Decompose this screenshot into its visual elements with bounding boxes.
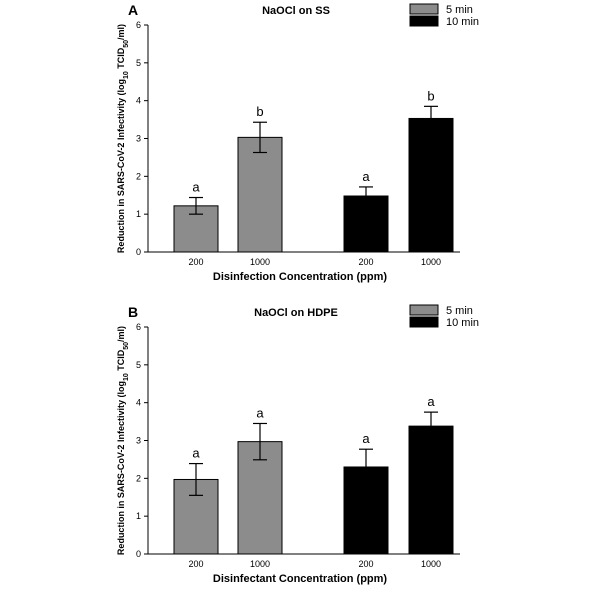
- chart-a-x-tick-label: 200: [358, 257, 373, 267]
- chart-b-significance-label: a: [427, 394, 435, 409]
- chart-b-x-axis-label: Disinfectant Concentration (ppm): [213, 573, 388, 585]
- chart-a: A NaOCl on SS 0 1 2 3 4 5 6 Reduction in SARS-CoV…: [116, 2, 479, 283]
- chart-b-x-tick-label: 200: [358, 559, 373, 569]
- chart-b-y-axis-label-part: Reduction in SARS-CoV-2 Infectivity (log: [116, 381, 126, 555]
- chart-a-x-axis-label: Disinfection Concentration (ppm): [213, 271, 388, 283]
- chart-a-y-tick-label: 1: [136, 209, 141, 219]
- chart-b-legend-label: 5 min: [446, 305, 473, 317]
- chart-a-title: NaOCl on SS: [262, 5, 330, 17]
- chart-a-significance-label: b: [256, 104, 263, 119]
- chart-a-x-tick-label: 1000: [250, 257, 270, 267]
- chart-b-x-tick-label: 200: [188, 559, 203, 569]
- chart-b-y-tick-label: 0: [136, 549, 141, 559]
- chart-b-panel-letter: B: [128, 304, 138, 320]
- chart-b-y-tick-label: 5: [136, 360, 141, 370]
- chart-b-significance-label: a: [256, 405, 264, 420]
- chart-b-title: NaOCl on HDPE: [254, 307, 338, 319]
- chart-b-y-tick-label: 6: [136, 322, 141, 332]
- chart-a-x-tick-label: 200: [188, 257, 203, 267]
- chart-b-legend-label: 10 min: [446, 317, 479, 329]
- chart-b-y-axis-label-part: TCID: [116, 349, 126, 373]
- chart-b-y-tick-label: 2: [136, 473, 141, 483]
- chart-a-legend-label: 5 min: [446, 4, 473, 16]
- chart-b-significance-label: a: [362, 431, 370, 446]
- chart-b-y-tick-label: 4: [136, 398, 141, 408]
- chart-b-y-tick-label: 1: [136, 511, 141, 521]
- chart-b-bar: [408, 425, 454, 555]
- chart-a-y-axis-label-part: 50: [123, 40, 130, 48]
- chart-a-y-tick-label: 4: [136, 96, 141, 106]
- chart-a-y-tick-label: 3: [136, 134, 141, 144]
- chart-b-y-axis-label-part: /ml): [116, 326, 126, 342]
- chart-a-y-tick-label: 5: [136, 58, 141, 68]
- chart-a-legend-label: 10 min: [446, 16, 479, 28]
- chart-b-x-tick-label: 1000: [250, 559, 270, 569]
- chart-b-y-axis-label-part: 50: [123, 342, 130, 350]
- chart-b-legend-swatch: [409, 316, 439, 328]
- chart-b-y-axis-label: Reduction in SARS-CoV-2 Infectivity (log…: [116, 326, 130, 555]
- chart-a-legend-swatch: [409, 3, 439, 15]
- chart-a-bar: [237, 136, 283, 253]
- chart-b: B NaOCl on HDPE 0 1 2 3 4 5 6 Reduction in SARS-C…: [116, 304, 479, 585]
- chart-a-x-tick-label: 1000: [421, 257, 441, 267]
- chart-b-y-axis-label-part: 10: [123, 373, 130, 381]
- chart-a-bar: [408, 117, 454, 253]
- chart-b-y-tick-label: 3: [136, 436, 141, 446]
- chart-a-y-axis-label-part: Reduction in SARS-CoV-2 Infectivity (log: [116, 79, 126, 253]
- chart-a-y-axis-label-part: /ml): [116, 24, 126, 40]
- chart-b-legend-swatch: [409, 304, 439, 316]
- chart-a-y-axis-label-part: TCID: [116, 47, 126, 71]
- chart-a-y-axis-label-part: 10: [123, 71, 130, 79]
- chart-a-significance-label: b: [427, 88, 434, 103]
- chart-a-legend-swatch: [409, 15, 439, 27]
- chart-b-x-tick-label: 1000: [421, 559, 441, 569]
- chart-b-significance-label: a: [192, 446, 200, 461]
- chart-a-y-tick-label: 0: [136, 247, 141, 257]
- chart-a-significance-label: a: [192, 180, 200, 195]
- chart-a-y-tick-label: 6: [136, 20, 141, 30]
- chart-a-y-tick-label: 2: [136, 171, 141, 181]
- chart-a-y-axis-label: Reduction in SARS-CoV-2 Infectivity (log…: [116, 24, 130, 253]
- chart-a-panel-letter: A: [128, 2, 138, 18]
- chart-a-significance-label: a: [362, 169, 370, 184]
